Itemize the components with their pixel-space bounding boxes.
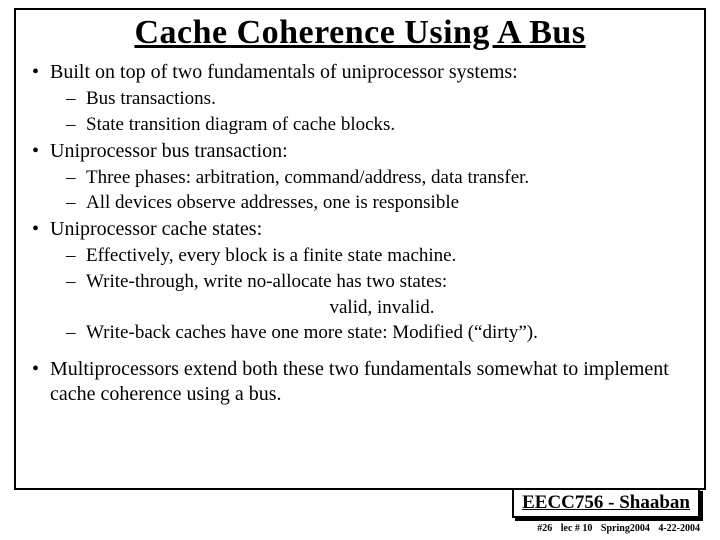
bullet-item: Uniprocessor bus transaction:: [50, 139, 694, 164]
footer-term: Spring2004: [601, 523, 650, 534]
footer-date: 4-22-2004: [658, 523, 700, 534]
bullet-sub-item: Write-back caches have one more state: M…: [86, 321, 694, 345]
slide-title: Cache Coherence Using A Bus: [26, 14, 694, 52]
bullet-item: Built on top of two fundamentals of unip…: [50, 60, 694, 85]
footer-course-box: EECC756 - Shaaban: [512, 488, 700, 518]
bullet-sub-item: State transition diagram of cache blocks…: [86, 113, 694, 137]
bullet-sub-item: All devices observe addresses, one is re…: [86, 191, 694, 215]
bullet-sub-item: Write-through, write no-allocate has two…: [86, 270, 694, 294]
bullet-list: Built on top of two fundamentals of unip…: [26, 60, 694, 407]
footer-lecture: lec # 10: [561, 523, 593, 534]
bullet-centered-text: valid, invalid.: [70, 296, 694, 320]
bullet-item: Multiprocessors extend both these two fu…: [50, 357, 694, 407]
footer-slide-no: #26: [537, 523, 552, 534]
bullet-sub-item: Effectively, every block is a finite sta…: [86, 244, 694, 268]
bullet-sub-item: Three phases: arbitration, command/addre…: [86, 166, 694, 190]
bullet-sub-item: Bus transactions.: [86, 87, 694, 111]
bullet-item: Uniprocessor cache states:: [50, 217, 694, 242]
spacer: [30, 347, 694, 357]
footer-meta: #26 lec # 10 Spring2004 4-22-2004: [531, 523, 700, 534]
slide-frame: Cache Coherence Using A Bus Built on top…: [14, 8, 706, 490]
